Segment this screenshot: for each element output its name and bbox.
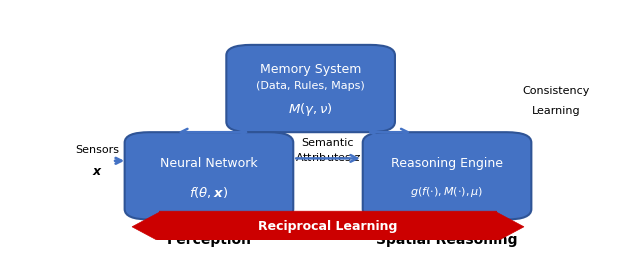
- Text: $M(\gamma,\nu)$: $M(\gamma,\nu)$: [289, 101, 333, 118]
- Text: $g(f(\cdot),M(\cdot),\mu)$: $g(f(\cdot),M(\cdot),\mu)$: [410, 185, 484, 200]
- Text: Neural Network: Neural Network: [160, 157, 258, 170]
- Polygon shape: [132, 211, 524, 242]
- Text: Perception: Perception: [166, 233, 252, 247]
- Text: $\boldsymbol{x}$: $\boldsymbol{x}$: [92, 165, 103, 178]
- Text: Attributes $z$: Attributes $z$: [294, 151, 362, 163]
- Text: Sensors: Sensors: [76, 146, 119, 156]
- Text: Semantic: Semantic: [301, 138, 355, 148]
- Text: $f(\theta,\boldsymbol{x})$: $f(\theta,\boldsymbol{x})$: [189, 185, 228, 200]
- FancyBboxPatch shape: [227, 45, 395, 132]
- Text: Consistency: Consistency: [522, 86, 590, 96]
- Text: Spatial Reasoning: Spatial Reasoning: [376, 233, 518, 247]
- Text: Learning: Learning: [532, 106, 580, 116]
- FancyBboxPatch shape: [125, 132, 293, 220]
- Text: Reciprocal Learning: Reciprocal Learning: [259, 220, 397, 233]
- Text: Memory System: Memory System: [260, 63, 362, 76]
- Text: (Data, Rules, Maps): (Data, Rules, Maps): [256, 82, 365, 92]
- Text: Reasoning Engine: Reasoning Engine: [391, 157, 503, 170]
- FancyBboxPatch shape: [363, 132, 531, 220]
